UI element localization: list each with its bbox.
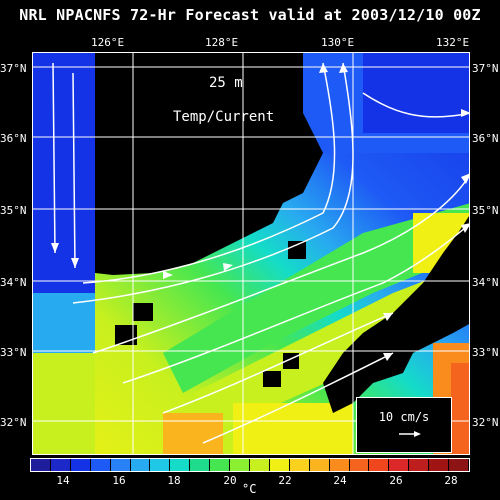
colorbar-swatch [190, 459, 211, 471]
figure-title: NRL NPACNFS 72-Hr Forecast valid at 2003… [19, 6, 481, 24]
warm-patch-south [163, 413, 223, 454]
east-sea-coldest-water [363, 53, 469, 133]
current-streamlines [52, 62, 469, 444]
colorbar-swatch [329, 459, 350, 471]
lat-label-37-right: 37°N [472, 62, 499, 75]
lon-label-128: 128°E [205, 36, 239, 49]
field-label: Temp/Current [173, 109, 275, 125]
colorbar-swatch [449, 459, 469, 471]
colorbar-tick-18: 18 [167, 474, 181, 487]
lon-label-132: 132°E [436, 36, 470, 49]
colorbar-swatch [309, 459, 330, 471]
colorbar-tick-16: 16 [112, 474, 126, 487]
vector-scale-label: 10 cm/s [378, 410, 430, 424]
island-small [263, 371, 281, 387]
lat-label-33-right: 33°N [472, 346, 499, 359]
colorbar-swatch [409, 459, 430, 471]
lat-label-33-left: 33°N [0, 346, 27, 359]
map-panel: 25 m Temp/Current [32, 52, 470, 455]
colorbar [30, 458, 470, 472]
colorbar-swatch [90, 459, 111, 471]
island-tsushima [288, 241, 306, 259]
current-arrowheads [51, 63, 469, 361]
colorbar-tick-28: 28 [444, 474, 458, 487]
yellow-sea-cold-water [33, 53, 95, 293]
vector-scale-arrow-icon [399, 431, 421, 437]
colorbar-tick-14: 14 [56, 474, 70, 487]
colorbar-swatch [110, 459, 131, 471]
lat-label-36-left: 36°N [0, 132, 27, 145]
lat-label-34-left: 34°N [0, 276, 27, 289]
colorbar-swatch [170, 459, 191, 471]
temperature-map [33, 53, 469, 454]
colorbar-swatch [130, 459, 151, 471]
lat-label-32-right: 32°N [472, 416, 499, 429]
colorbar-tick-26: 26 [389, 474, 403, 487]
kuroshio-hot-water [451, 363, 469, 454]
colorbar-tick-20: 20 [223, 474, 237, 487]
lat-label-35-right: 35°N [472, 204, 499, 217]
colorbar-swatch [31, 459, 51, 471]
lat-label-36-right: 36°N [472, 132, 499, 145]
lat-label-35-left: 35°N [0, 204, 27, 217]
lat-label-37-left: 37°N [0, 62, 27, 75]
depth-label: 25 m [209, 75, 243, 91]
south-west-warm-water [33, 353, 95, 454]
colorbar-tick-24: 24 [333, 474, 347, 487]
lat-label-34-right: 34°N [472, 276, 499, 289]
colorbar-swatch [50, 459, 71, 471]
land-japan [323, 216, 469, 413]
lon-label-126: 126°E [91, 36, 125, 49]
island-jeju-1 [133, 303, 153, 321]
colorbar-swatch [269, 459, 290, 471]
yellow-sea-mid-water [33, 293, 95, 353]
colorbar-swatch [369, 459, 390, 471]
lat-label-32-left: 32°N [0, 416, 27, 429]
colorbar-unit: °C [242, 482, 257, 496]
front-band [163, 203, 469, 393]
colorbar-swatch [389, 459, 410, 471]
lon-label-130: 130°E [321, 36, 355, 49]
colorbar-tick-22: 22 [278, 474, 292, 487]
colorbar-swatch [230, 459, 250, 471]
colorbar-swatch [150, 459, 171, 471]
colorbar-swatch [70, 459, 91, 471]
colorbar-swatch [249, 459, 270, 471]
colorbar-swatch [289, 459, 310, 471]
colorbar-swatch [429, 459, 450, 471]
land-korea [95, 53, 323, 275]
colorbar-swatch [349, 459, 370, 471]
vector-scale-box: 10 cm/s [356, 397, 452, 453]
colorbar-swatch [210, 459, 231, 471]
